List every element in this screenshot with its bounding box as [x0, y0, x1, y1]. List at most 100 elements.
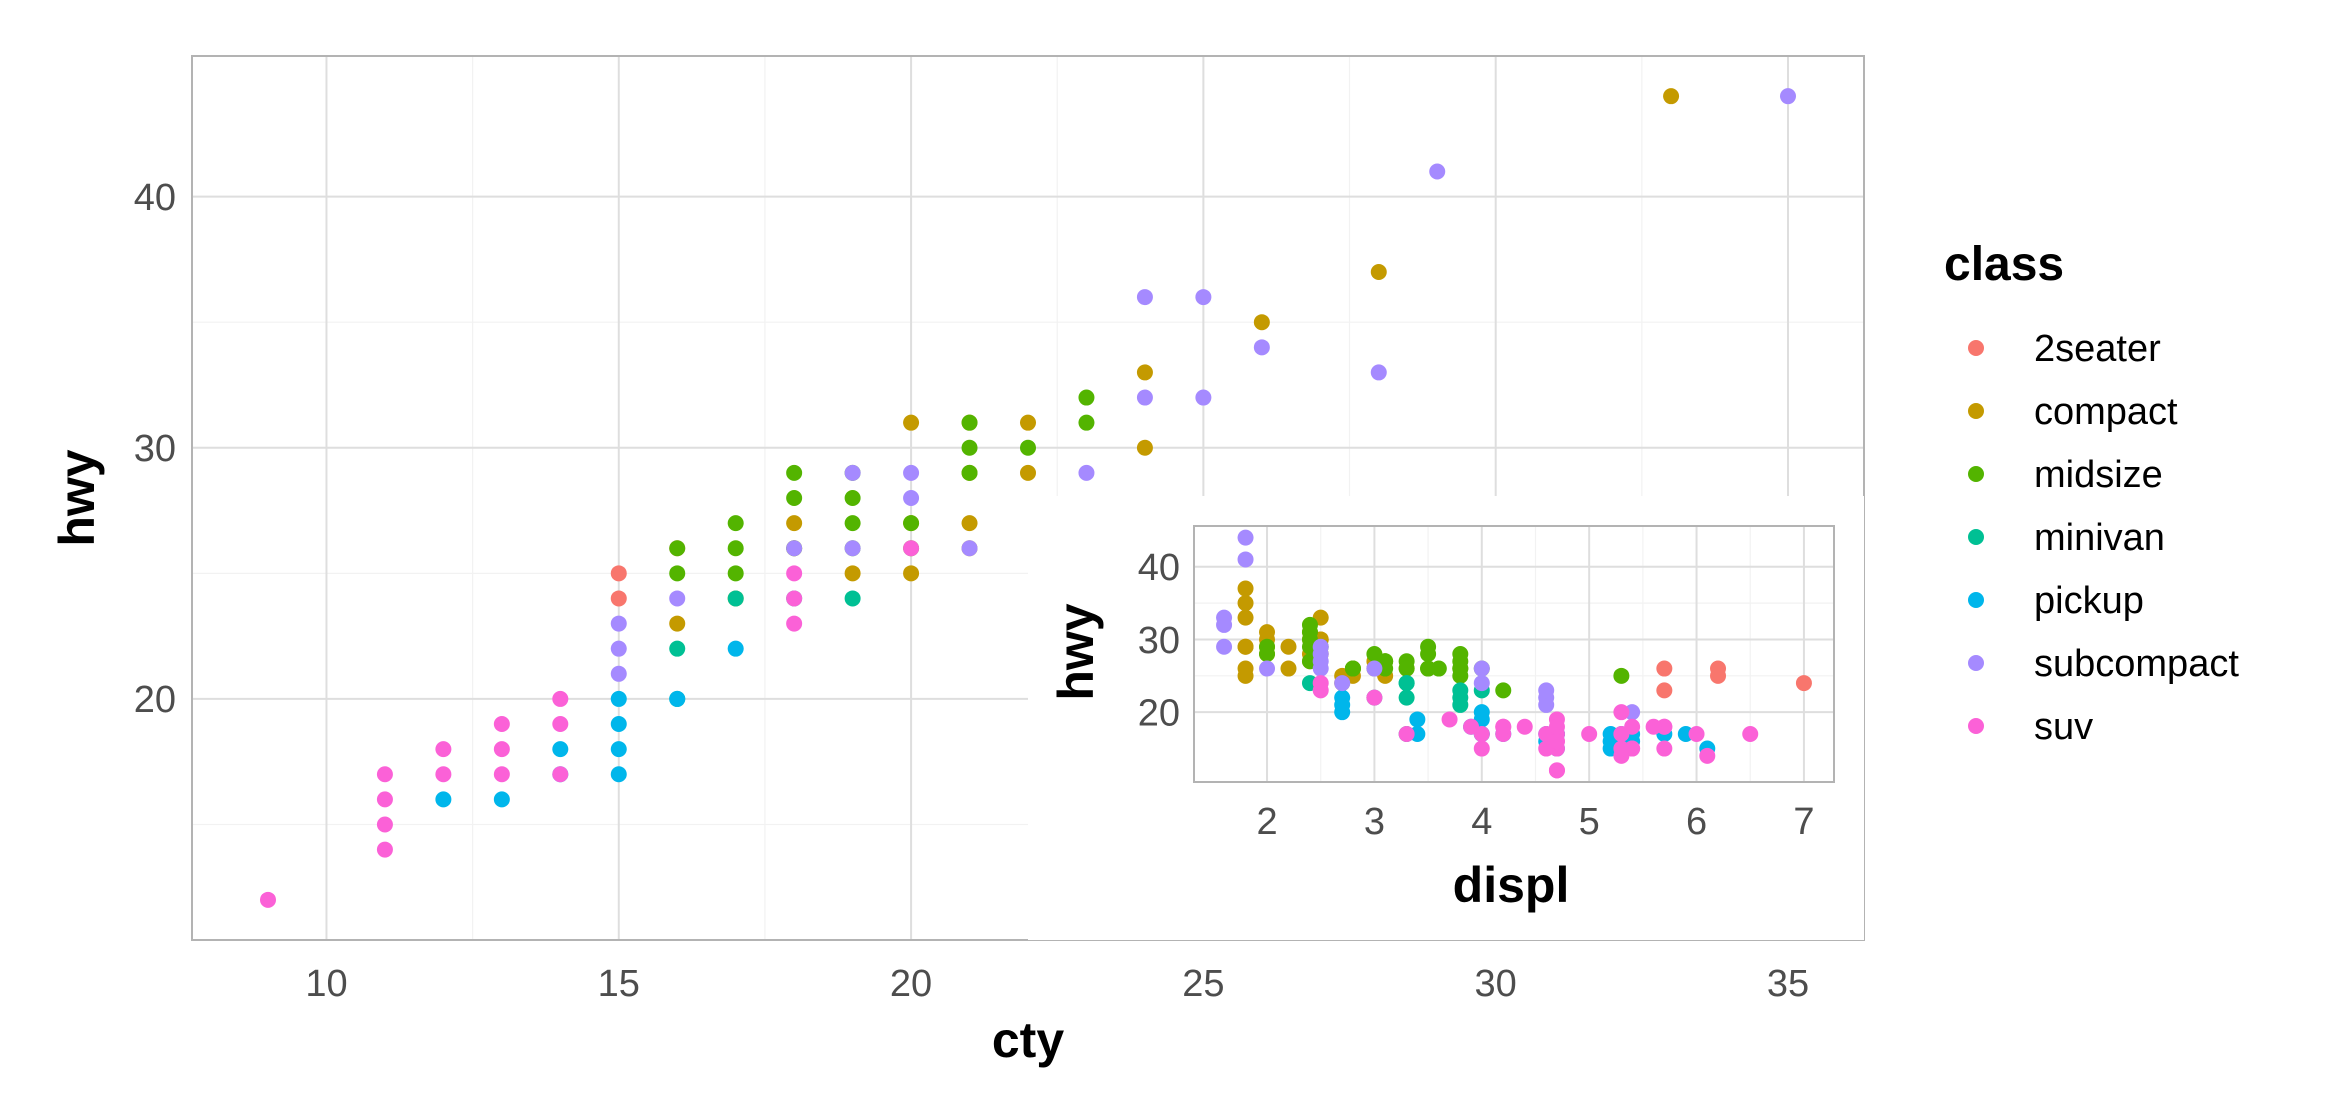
inset-x-tick-labels: 2 3 4 5 6 7 [1256, 801, 1814, 843]
data-point-subcompact [1216, 616, 1233, 633]
x-tick-label: 2 [1256, 801, 1277, 843]
y-tick-label: 40 [134, 177, 176, 219]
data-point-2seater [1656, 682, 1673, 699]
data-point-midsize [669, 565, 686, 582]
data-point-suv [1463, 718, 1480, 735]
data-point-subcompact [1253, 339, 1270, 356]
data-point-suv [1473, 740, 1490, 757]
data-point-compact [786, 515, 803, 532]
data-point-subcompact [1259, 660, 1276, 677]
legend-label: midsize [2034, 454, 2163, 496]
data-point-compact [1280, 660, 1297, 677]
data-point-suv [1613, 704, 1630, 721]
data-point-compact [1237, 595, 1254, 612]
data-point-suv [1548, 718, 1565, 735]
data-point-compact [1020, 414, 1036, 431]
data-point-suv [493, 766, 510, 783]
data-point-suv [552, 690, 569, 707]
data-point-minivan [1452, 682, 1469, 699]
data-point-compact [1020, 464, 1036, 481]
data-point-subcompact [1312, 660, 1329, 677]
data-point-midsize [961, 464, 978, 481]
data-point-compact [1237, 667, 1254, 684]
data-point-midsize [1420, 660, 1437, 677]
legend-key-pickup [1968, 592, 1984, 608]
legend-label: pickup [2034, 580, 2144, 622]
data-point-subcompact [844, 540, 861, 557]
data-point-suv [786, 615, 803, 632]
inset-x-axis-title: displ [1453, 857, 1570, 913]
data-point-subcompact [1473, 675, 1490, 692]
data-point-midsize [1078, 389, 1095, 406]
data-point-subcompact [1538, 682, 1555, 699]
data-point-compact [1136, 364, 1153, 381]
x-tick-label: 10 [305, 963, 347, 1005]
data-point-subcompact [610, 615, 627, 632]
data-point-minivan [669, 640, 686, 657]
y-tick-label: 20 [1138, 692, 1180, 734]
data-point-midsize [961, 439, 978, 456]
data-point-subcompact [1473, 660, 1490, 677]
data-point-pickup [727, 640, 744, 657]
y-tick-label: 30 [134, 428, 176, 470]
legend: class 2seater compact midsize minivan pickup… [1944, 238, 2239, 748]
data-point-compact [1237, 580, 1254, 597]
data-point-subcompact [961, 540, 978, 557]
inset-y-axis-title: hwy [1048, 603, 1104, 700]
data-point-suv [786, 590, 803, 607]
data-point-midsize [1452, 660, 1469, 677]
data-point-suv [1742, 726, 1759, 742]
data-point-subcompact [669, 590, 686, 607]
inset-plot: 2 3 4 5 6 7 20 30 40 displ hwy [1028, 496, 1864, 940]
data-point-suv [1495, 718, 1512, 735]
inset-y-tick-labels: 20 30 40 [1138, 547, 1180, 734]
legend-items: 2seater compact midsize minivan pickup subcom… [1968, 328, 2239, 748]
main-x-tick-labels: 10 15 20 25 30 35 [305, 963, 1809, 1005]
data-point-pickup [1409, 711, 1426, 728]
legend-label: suv [2034, 706, 2093, 748]
data-point-suv [1645, 718, 1662, 735]
x-tick-label: 5 [1579, 801, 1600, 843]
data-point-subcompact [1237, 529, 1254, 546]
data-point-suv [552, 716, 569, 733]
data-point-subcompact [610, 665, 627, 682]
data-point-midsize [786, 490, 803, 506]
main-data-points [260, 88, 1796, 908]
data-point-pickup [669, 690, 686, 707]
data-point-subcompact [1136, 289, 1153, 306]
data-point-pickup [1334, 696, 1351, 713]
legend-key-2seater [1968, 340, 1984, 356]
data-point-compact [1253, 314, 1270, 331]
legend-label: minivan [2034, 517, 2165, 559]
data-point-2seater [610, 565, 627, 582]
data-point-suv [903, 540, 920, 557]
data-point-suv [1581, 726, 1598, 742]
data-point-midsize [1495, 682, 1512, 699]
main-x-axis-title: cty [992, 1012, 1064, 1068]
data-point-suv [1516, 718, 1533, 735]
data-point-subcompact [1078, 464, 1095, 481]
data-point-pickup [610, 741, 627, 758]
data-point-compact [1663, 88, 1680, 105]
data-point-subcompact [1195, 289, 1212, 306]
data-point-midsize [844, 515, 861, 532]
legend-label: 2seater [2034, 328, 2161, 370]
data-point-suv [260, 891, 276, 908]
data-point-subcompact [1429, 163, 1446, 180]
data-point-pickup [435, 791, 452, 808]
data-point-2seater [610, 590, 627, 607]
data-point-midsize [1020, 439, 1036, 456]
data-point-suv [1699, 747, 1716, 764]
data-point-subcompact [1780, 88, 1796, 105]
data-point-suv [1312, 675, 1329, 692]
legend-key-minivan [1968, 529, 1984, 545]
data-point-midsize [1613, 667, 1630, 684]
data-point-subcompact [844, 464, 861, 481]
data-point-suv [376, 841, 393, 858]
data-point-2seater [1656, 660, 1673, 677]
legend-key-suv [1968, 718, 1984, 734]
x-tick-label: 4 [1471, 801, 1492, 843]
data-point-midsize [1301, 616, 1318, 633]
x-tick-label: 30 [1475, 963, 1517, 1005]
data-point-midsize [727, 540, 744, 557]
